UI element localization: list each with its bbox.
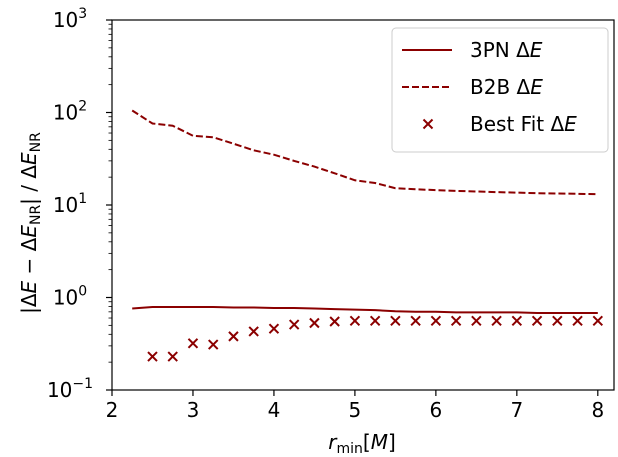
x-tick-label: 2 <box>106 398 119 422</box>
best-fit-point <box>511 315 523 327</box>
legend-label: 3PN ΔE <box>470 38 543 62</box>
best-fit-point <box>228 331 239 342</box>
y-tick-label: 10−1 <box>47 376 93 402</box>
y-tick-label: 103 <box>53 6 87 32</box>
best-fit-point <box>410 315 421 327</box>
y-tick-label: 100 <box>53 284 87 310</box>
x-tick-label: 8 <box>591 398 604 422</box>
best-fit-point <box>572 315 583 327</box>
best-fit-point <box>491 315 502 327</box>
x-tick-label: 5 <box>349 398 362 422</box>
x-tick-label: 7 <box>510 398 523 422</box>
legend-marker-best-fit <box>422 118 434 130</box>
best-fit-point <box>187 338 199 349</box>
x-tick-label: 4 <box>268 398 281 422</box>
best-fit-point <box>309 317 320 329</box>
y-tick-label: 101 <box>53 191 87 217</box>
x-tick-label: 6 <box>430 398 443 422</box>
best-fit-point <box>208 339 219 350</box>
best-fit-point <box>329 316 340 327</box>
x-tick-label: 3 <box>187 398 200 422</box>
legend-label: B2B ΔE <box>470 75 543 99</box>
3pn-series-line <box>132 306 598 314</box>
best-fit-point <box>288 319 300 330</box>
best-fit-point <box>349 315 361 327</box>
best-fit-point <box>167 351 178 362</box>
best-fit-point <box>369 315 381 327</box>
best-fit-point <box>147 351 158 362</box>
best-fit-point <box>390 315 401 327</box>
best-fit-point <box>268 323 280 334</box>
best-fit-point <box>450 315 462 327</box>
best-fit-point <box>471 315 482 327</box>
y-tick-label: 102 <box>53 99 87 125</box>
legend-box <box>391 27 609 153</box>
legend-label: Best Fit ΔE <box>470 112 577 136</box>
best-fit-point <box>248 326 259 337</box>
best-fit-point <box>592 315 604 327</box>
best-fit-point <box>531 315 543 327</box>
best-fit-point <box>552 315 563 327</box>
b2b-series-line <box>131 109 598 196</box>
x-axis-label: rmin[M] <box>328 430 396 457</box>
y-axis-label: |ΔE − ΔENR| / ΔENR <box>17 132 44 314</box>
best-fit-point <box>430 315 442 327</box>
